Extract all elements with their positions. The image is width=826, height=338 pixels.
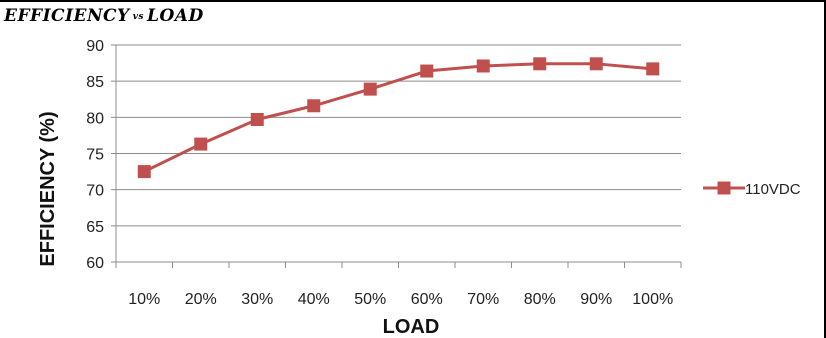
data-point-marker: [363, 82, 377, 96]
data-point-marker: [533, 57, 547, 71]
data-point-marker: [476, 59, 490, 73]
data-point-marker: [307, 99, 321, 113]
x-axis-title: LOAD: [383, 316, 440, 338]
y-tick-label: 80: [86, 110, 104, 127]
y-tick-label: 75: [86, 147, 104, 164]
y-axis-title: EFFICIENCY (%): [37, 111, 59, 266]
legend-marker: [717, 181, 731, 195]
top-border: [0, 0, 826, 2]
series-110vdc: [137, 57, 660, 179]
x-tick-label: 30%: [241, 291, 273, 308]
legend-label: 110VDC: [745, 181, 801, 198]
data-point-marker: [194, 137, 208, 151]
y-tick-labels: 60 65 70 75 80 85 90: [86, 38, 104, 272]
data-point-marker: [646, 62, 660, 76]
y-tick-label: 90: [86, 38, 104, 55]
x-tick-label: 50%: [354, 291, 386, 308]
y-tick-label: 70: [86, 183, 104, 200]
axes: [111, 44, 682, 268]
series-line: [143, 62, 653, 173]
x-tick-label: 100%: [632, 291, 673, 308]
right-border: [824, 0, 826, 338]
y-tick-label: 85: [86, 74, 104, 91]
x-tick-label: 60%: [411, 291, 443, 308]
data-point-marker: [250, 113, 264, 127]
x-tick-label: 20%: [185, 291, 217, 308]
x-tick-label: 10%: [128, 291, 160, 308]
y-tick-label: 65: [86, 219, 104, 236]
x-tick-label: 90%: [580, 291, 612, 308]
x-tick-label: 70%: [467, 291, 499, 308]
x-tick-label: 40%: [298, 291, 330, 308]
chart-title: EFFICIENCY vs LOAD: [4, 6, 204, 26]
x-tick-label: 80%: [524, 291, 556, 308]
data-point-marker: [137, 165, 151, 179]
y-tick-label: 60: [86, 255, 104, 272]
chart-title-vs: vs: [132, 11, 144, 22]
data-point-marker: [420, 64, 434, 78]
legend: 110VDC: [703, 181, 801, 198]
x-tick-labels: 10% 20% 30% 40% 50% 60% 70% 80% 90% 100%: [128, 291, 673, 308]
data-point-marker: [589, 57, 603, 71]
chart-title-efficiency: EFFICIENCY: [4, 6, 130, 26]
chart-title-load: LOAD: [147, 6, 204, 26]
gridlines: [116, 44, 681, 227]
